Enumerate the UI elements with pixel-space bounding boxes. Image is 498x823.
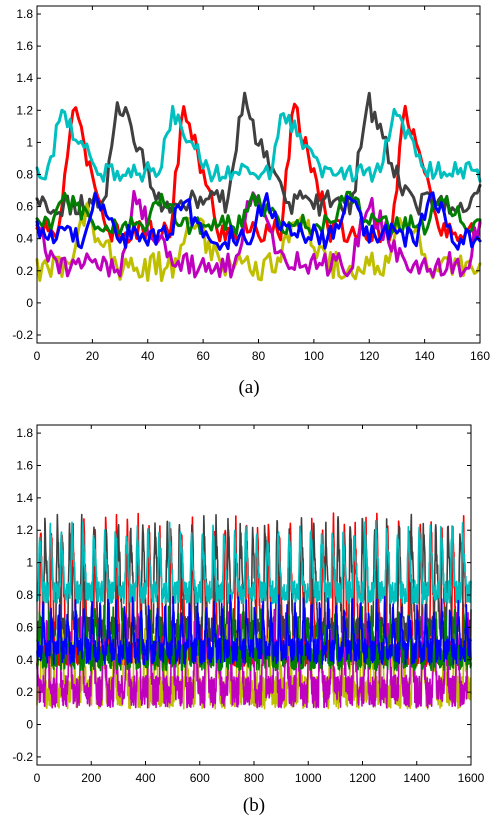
y-tick-label-b: 0.6 bbox=[16, 620, 33, 634]
x-tick-label-b: 1000 bbox=[295, 771, 322, 785]
series-line-a-3 bbox=[35, 104, 482, 183]
y-tick-label-a: 1.8 bbox=[16, 7, 33, 21]
y-tick-label-a: 0.4 bbox=[16, 232, 33, 246]
series-line-a-6 bbox=[35, 190, 482, 236]
series-group-b bbox=[36, 512, 472, 710]
x-tick-label-a: 100 bbox=[304, 349, 324, 363]
y-tick-label-b: 0.2 bbox=[16, 685, 33, 699]
y-tick-label-b: -0.2 bbox=[12, 750, 33, 764]
x-tick-label-b: 1200 bbox=[349, 771, 376, 785]
x-tick-label-a: 20 bbox=[86, 349, 100, 363]
y-tick-label-a: -0.2 bbox=[12, 328, 33, 342]
x-tick-label-a: 40 bbox=[141, 349, 155, 363]
x-tick-label-b: 0 bbox=[34, 771, 41, 785]
chart-panel-a: 0 20 40 60 80 100 120 140 160-0.200.20.40.60.811… bbox=[12, 5, 490, 398]
x-tick-label-a: 140 bbox=[415, 349, 435, 363]
y-tick-label-a: 0.8 bbox=[16, 168, 33, 182]
x-tick-label-a: 120 bbox=[359, 349, 379, 363]
caption-a: (a) bbox=[238, 377, 259, 398]
tick-group-b: 0 200 400 600 800 1000 1200 1400 1600-0.200.20.4… bbox=[12, 425, 485, 785]
series-group-a bbox=[35, 91, 482, 283]
x-tick-label-b: 1600 bbox=[458, 771, 485, 785]
y-tick-label-a: 0.2 bbox=[16, 264, 33, 278]
tick-group-a: 0 20 40 60 80 100 120 140 160-0.200.20.40.60.811… bbox=[12, 6, 490, 363]
y-tick-label-b: 1.4 bbox=[16, 491, 33, 505]
series-line-b-7 bbox=[36, 594, 472, 666]
series-line-a-1 bbox=[35, 102, 482, 244]
x-tick-label-a: 60 bbox=[196, 349, 210, 363]
chart-panel-b: 0 200 400 600 800 1000 1200 1400 1600-0.200.20.4… bbox=[12, 424, 485, 816]
y-tick-label-b: 0.8 bbox=[16, 588, 33, 602]
x-tick-label-a: 0 bbox=[34, 349, 41, 363]
series-line-a-2 bbox=[35, 91, 482, 218]
series-line-a-7 bbox=[35, 191, 482, 251]
x-tick-label-b: 800 bbox=[244, 771, 264, 785]
y-tick-label-a: 1.2 bbox=[16, 103, 33, 117]
y-tick-label-a: 1.4 bbox=[16, 71, 33, 85]
x-tick-label-b: 600 bbox=[190, 771, 210, 785]
x-tick-label-b: 400 bbox=[135, 771, 155, 785]
y-tick-label-a: 1 bbox=[26, 135, 33, 149]
y-tick-label-b: 0.4 bbox=[16, 653, 33, 667]
x-tick-label-b: 1400 bbox=[403, 771, 430, 785]
y-tick-label-b: 0 bbox=[26, 718, 33, 732]
y-tick-label-b: 1 bbox=[26, 556, 33, 570]
y-tick-label-a: 0.6 bbox=[16, 200, 33, 214]
y-tick-label-b: 1.8 bbox=[16, 426, 33, 440]
y-tick-label-b: 1.2 bbox=[16, 523, 33, 537]
series-line-b-3 bbox=[36, 519, 472, 605]
caption-b: (b) bbox=[243, 795, 265, 816]
y-tick-label-b: 1.6 bbox=[16, 458, 33, 472]
x-tick-label-b: 200 bbox=[81, 771, 101, 785]
y-tick-label-a: 1.6 bbox=[16, 39, 33, 53]
x-tick-label-a: 80 bbox=[252, 349, 266, 363]
x-tick-label-a: 160 bbox=[470, 349, 490, 363]
y-tick-label-a: 0 bbox=[26, 296, 33, 310]
